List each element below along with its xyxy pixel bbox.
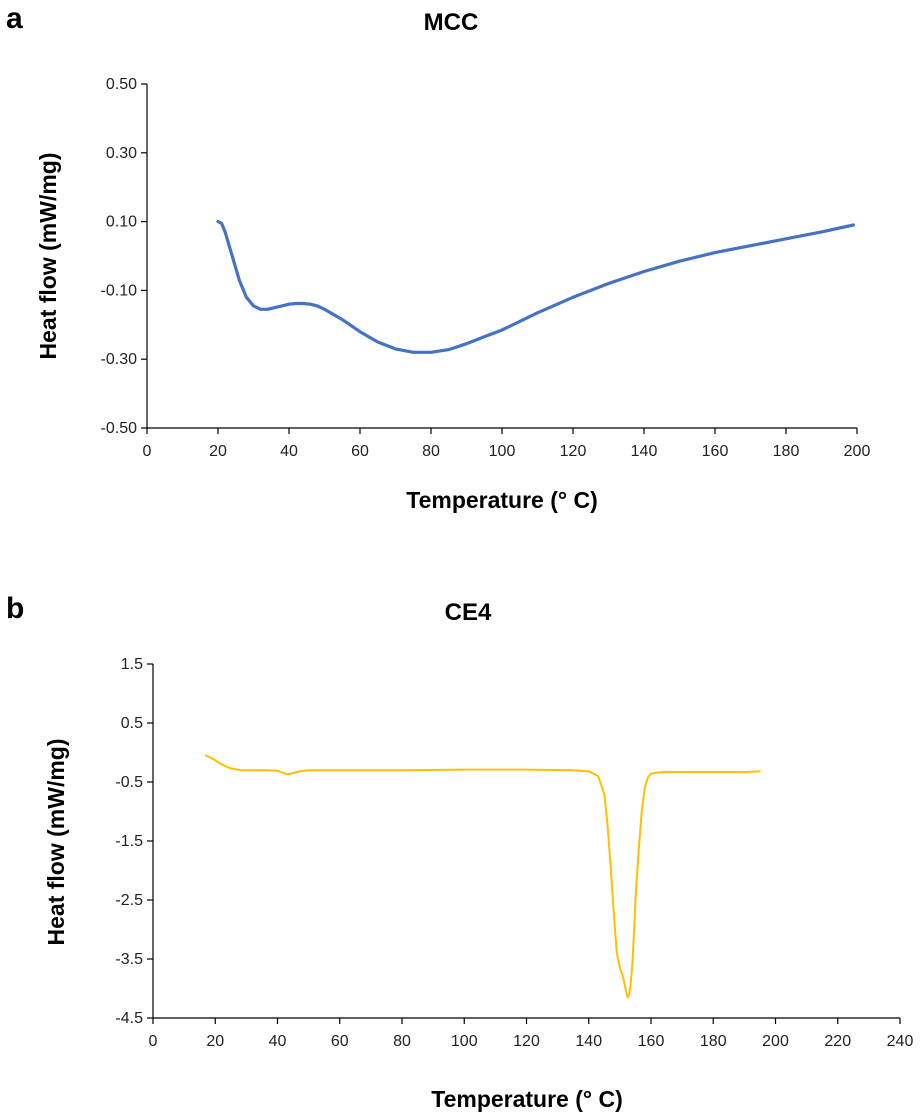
panel-b-x-tick-label: 240: [887, 1033, 914, 1050]
panel-a-y-tick-label: -0.10: [101, 282, 138, 299]
panel-a-axes: -0.50 -0.30 -0.10 0.10 0.30 0.50 0 20 40 60 80 100 1…: [101, 76, 871, 460]
panel-b-x-tick-label: 160: [638, 1033, 665, 1050]
panel-b-axes: 1.5 0.5 -0.5 -1.5 -2.5 -3.5 -4.5 0 20 40 60 80 100 12…: [115, 656, 913, 1050]
panel-a-letter: a: [6, 2, 23, 35]
panel-b-y-tick-label: 1.5: [121, 656, 143, 673]
panel-a-x-tick-label: 40: [280, 443, 298, 460]
panel-b-x-tick-label: 220: [824, 1033, 851, 1050]
panel-b-x-axis-title: Temperature (° C): [431, 1086, 623, 1112]
panel-b-x-tick-label: 20: [206, 1033, 224, 1050]
panel-b-series-group: [204, 754, 761, 999]
panel-b-y-axis-title: Heat flow (mW/mg): [43, 739, 69, 946]
panel-b-x-tick-label: 40: [269, 1033, 287, 1050]
panel-b-x-tick-label: 80: [393, 1033, 411, 1050]
panel-a-chart: a MCC Temperature (° C) Heat flow (mW/mg…: [6, 2, 870, 513]
panel-b-y-tick-label: -2.5: [115, 892, 143, 909]
panel-b-x-tick-label: 140: [575, 1033, 602, 1050]
panel-b-x-tick-label: 200: [762, 1033, 789, 1050]
panel-b-y-tick-label: 0.5: [121, 715, 143, 732]
panel-a-series-line: [216, 220, 856, 354]
panel-a-x-tick-label: 120: [560, 443, 587, 460]
panel-a-y-tick-label: -0.50: [101, 420, 138, 437]
panel-a-x-tick-label: 60: [351, 443, 369, 460]
panel-a-y-tick-label: 0.10: [106, 214, 137, 231]
panel-a-x-tick-label: 80: [422, 443, 440, 460]
panel-a-x-tick-label: 0: [143, 443, 152, 460]
panel-a-y-axis-title: Heat flow (mW/mg): [35, 153, 61, 360]
panel-b-x-tick-label: 60: [331, 1033, 349, 1050]
panel-b-y-tick-label: -3.5: [115, 951, 143, 968]
panel-b-series-line: [204, 754, 761, 999]
panel-a-x-tick-label: 100: [489, 443, 516, 460]
panel-a-x-tick-label: 200: [844, 443, 871, 460]
panel-a-series-group: [216, 220, 856, 354]
panel-b-y-tick-label: -0.5: [115, 774, 143, 791]
panel-b-y-tick-label: -1.5: [115, 833, 143, 850]
panel-a-x-tick-label: 20: [209, 443, 227, 460]
panel-b-x-tick-label: 180: [700, 1033, 727, 1050]
panel-a-x-tick-label: 140: [631, 443, 658, 460]
panel-a-x-axis-title: Temperature (° C): [406, 487, 598, 513]
panel-a-y-tick-label: -0.30: [101, 351, 138, 368]
panel-b-x-tick-label: 120: [513, 1033, 540, 1050]
panel-b-title: CE4: [445, 599, 492, 626]
panel-a-y-tick-label: 0.50: [106, 76, 137, 93]
panel-a-x-tick-label: 180: [773, 443, 800, 460]
panel-a-x-tick-label: 160: [702, 443, 729, 460]
panel-a-title: MCC: [424, 9, 479, 36]
panel-b-letter: b: [6, 592, 24, 625]
panel-b-x-tick-label: 0: [149, 1033, 158, 1050]
panel-b-y-tick-label: -4.5: [115, 1010, 143, 1027]
panel-b-chart: b CE4 Temperature (° C) Heat flow (mW/mg…: [6, 592, 913, 1112]
panel-a-y-tick-label: 0.30: [106, 145, 137, 162]
panel-b-x-tick-label: 100: [451, 1033, 478, 1050]
